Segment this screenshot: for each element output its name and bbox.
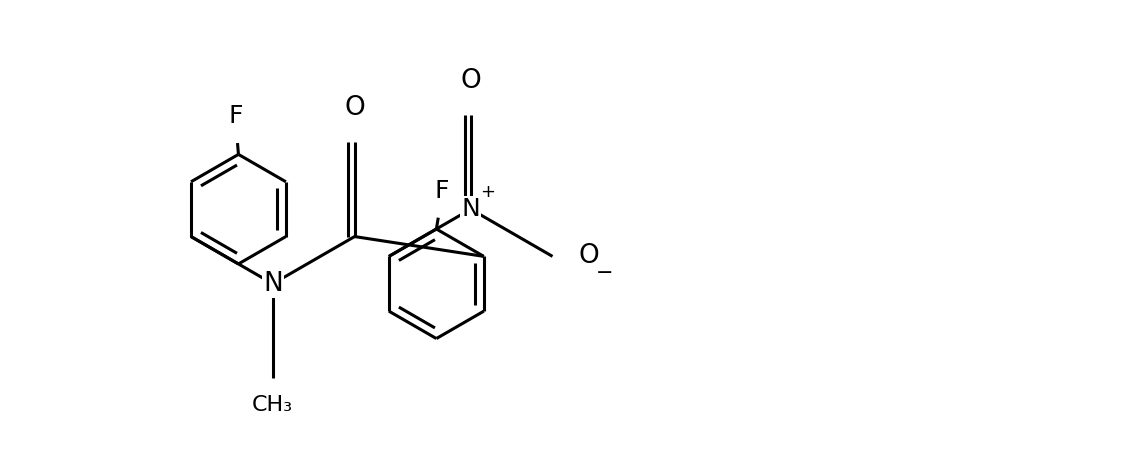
Text: +: + bbox=[480, 183, 495, 201]
Text: F: F bbox=[229, 104, 242, 128]
Text: N: N bbox=[263, 271, 282, 297]
Text: −: − bbox=[595, 264, 613, 284]
Text: N: N bbox=[461, 197, 480, 221]
Text: O: O bbox=[344, 95, 365, 121]
Text: F: F bbox=[435, 179, 450, 202]
Text: O: O bbox=[461, 68, 481, 94]
Text: O: O bbox=[579, 243, 600, 269]
Text: CH₃: CH₃ bbox=[253, 395, 294, 415]
